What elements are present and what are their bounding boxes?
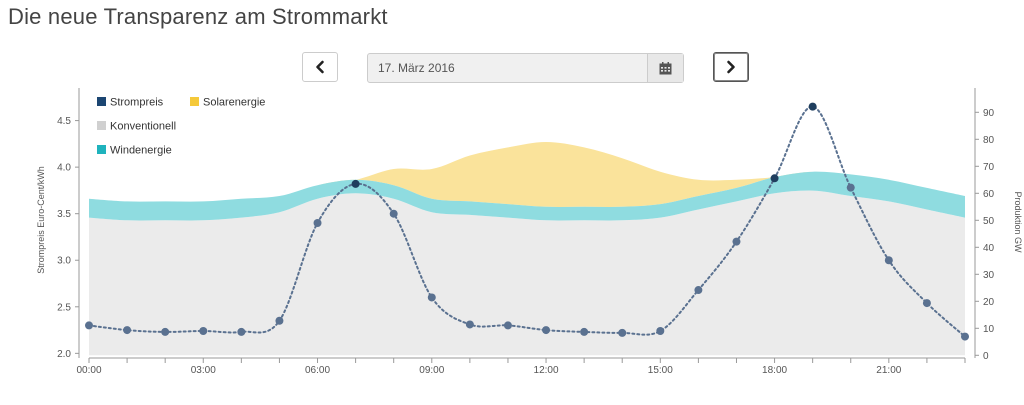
y-left-tick-label: 3.0 [57,256,71,267]
y-left-tick-label: 2.5 [57,302,71,313]
windenergie-area [89,171,965,221]
y-right-tick-label: 80 [983,135,995,146]
previous-day-button[interactable] [302,52,338,82]
legend-swatch-strompreis [97,97,106,106]
x-tick-label: 18:00 [762,365,787,376]
x-tick-label: 09:00 [419,365,444,376]
legend-swatch-solarenergie [190,97,199,106]
chevron-left-icon [316,60,324,74]
calendar-button[interactable] [647,54,683,82]
y-right-tick-label: 90 [983,108,995,119]
chevron-right-icon [727,60,735,74]
y-left-tick-label: 2.0 [57,349,71,360]
strompreis-point [389,209,398,218]
x-tick-label: 06:00 [305,365,330,376]
y-left-tick-label: 3.5 [57,209,71,220]
strompreis-point [503,321,512,330]
date-picker [367,53,684,83]
strompreis-point [275,316,284,325]
strompreis-point [351,179,360,188]
konventionell-area [89,190,965,356]
strompreis-point [922,299,931,308]
date-input[interactable] [368,54,647,82]
solarenergie-area [89,142,965,207]
strompreis-point [694,286,703,295]
next-day-button[interactable] [713,52,749,82]
y-right-tick-label: 30 [983,270,995,281]
y-right-tick-label: 70 [983,162,995,173]
y-right-tick-label: 50 [983,216,995,227]
calendar-icon [659,61,672,74]
y-right-tick-label: 40 [983,243,995,254]
legend-label-konventionell: Konventionell [110,121,176,133]
strompreis-point [808,102,817,111]
strompreis-point [618,328,627,337]
strompreis-point [123,326,132,335]
y-right-tick-label: 60 [983,189,995,200]
strompreis-point [961,332,969,341]
strompreis-point [656,327,665,335]
y-right-tick-label: 0 [983,351,989,362]
legend-label-solarenergie: Solarenergie [203,97,265,109]
strompreis-point [199,327,208,335]
x-tick-label: 03:00 [191,365,216,376]
y-axis-right-title: Produktion GW [1013,191,1023,253]
legend-label-windenergie: Windenergie [110,145,172,157]
y-right-tick-label: 10 [983,324,995,335]
strompreis-point [85,321,93,330]
x-tick-label: 12:00 [534,365,559,376]
strompreis-point [770,174,779,183]
y-axis-left-title: Strompreis Euro-Cent/kWh [36,166,46,274]
strompreis-point [846,183,855,192]
strompreis-point [237,327,246,336]
legend-swatch-konventionell [97,121,106,130]
x-tick-label: 21:00 [876,365,901,376]
legend-swatch-windenergie [97,145,106,154]
strompreis-point [161,327,170,336]
strompreis-point [427,293,436,302]
strompreis-point [884,256,893,265]
x-tick-label: 15:00 [648,365,673,376]
strompreis-point [313,219,322,227]
page-title: Die neue Transparenz am Strommarkt [8,4,388,29]
strompreis-point [542,326,551,335]
strompreis-point [580,327,589,336]
y-right-tick-label: 20 [983,297,995,308]
y-left-tick-label: 4.5 [57,116,71,127]
y-left-tick-label: 4.0 [57,163,71,174]
legend-label-strompreis: Strompreis [110,97,164,109]
x-tick-label: 00:00 [76,365,101,376]
strompreis-point [732,237,741,246]
strompreis-point [465,320,474,329]
